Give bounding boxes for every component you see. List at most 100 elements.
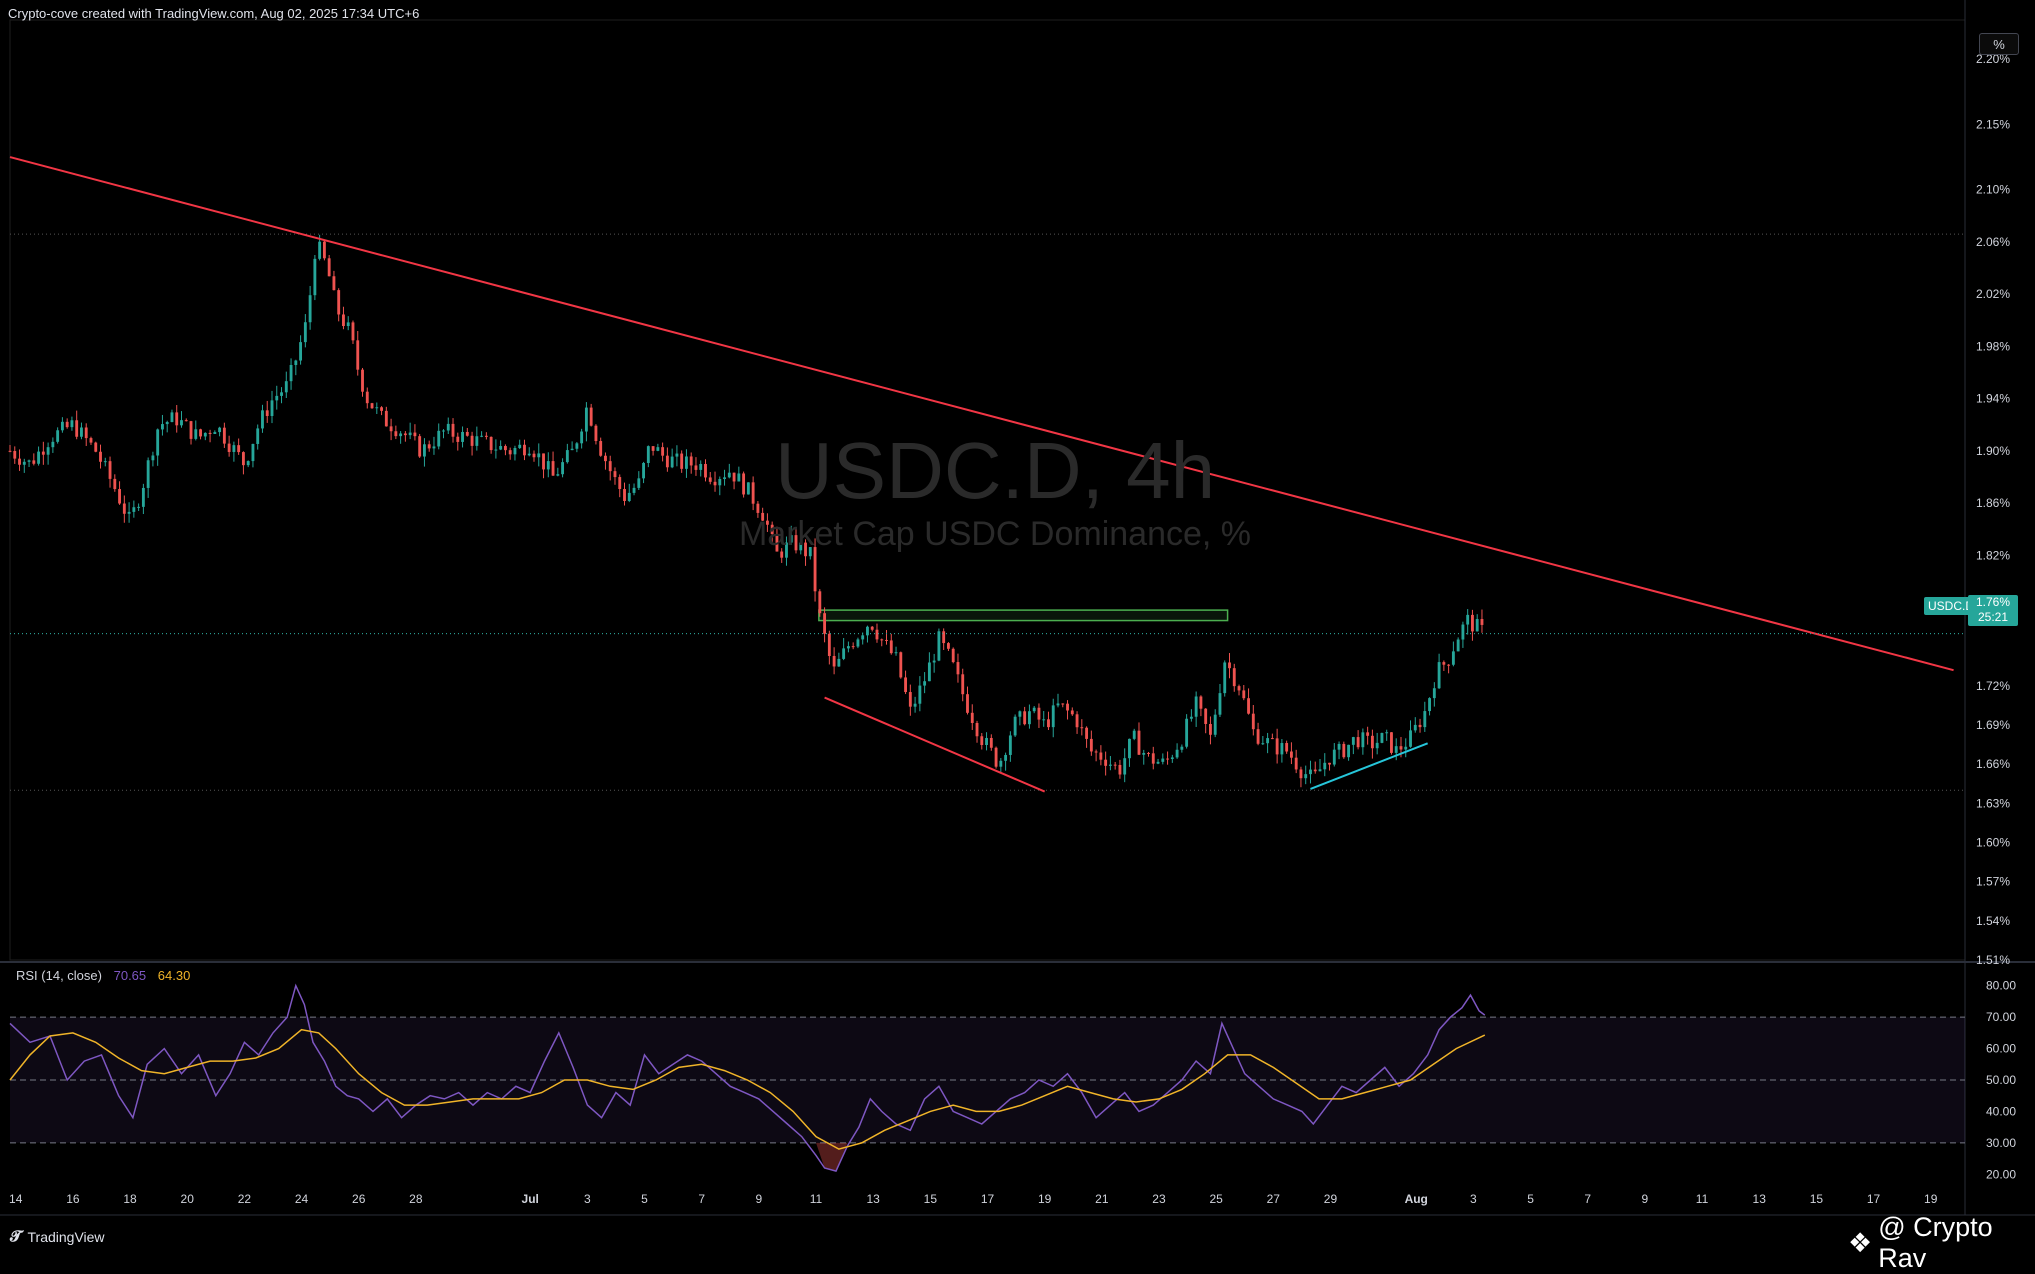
candle-body [627,492,631,501]
candle-body [961,674,965,695]
candle-body [775,534,779,552]
percent-scale-button[interactable]: % [1979,33,2019,55]
price-tick-label: 2.10% [1976,183,2010,197]
candle-body [818,591,822,614]
candle-body [1475,619,1479,632]
price-tick-label: 1.60% [1976,836,2010,850]
candle-body [1437,662,1441,689]
candle-body [923,681,927,686]
bar-countdown: 25:21 [1977,610,2009,624]
candle-body [1256,729,1260,744]
candle-body [770,524,774,535]
candle-body [1061,703,1065,705]
candle-body [446,423,450,431]
candle-body [1323,762,1327,770]
candle-body [637,478,641,488]
candle-body [275,395,279,401]
candle-body [975,722,979,737]
candle-body [199,429,202,437]
candle-body [718,479,722,486]
candle-body [1285,743,1289,752]
time-tick-label: 13 [866,1192,880,1206]
trendline-drawing [1310,742,1429,790]
candle-body [1051,705,1055,728]
candle-body [1175,749,1179,758]
candle-body [856,639,860,647]
candle-body [665,455,669,468]
candle-body [751,482,755,504]
price-tick-label: 1.86% [1976,496,2010,510]
candle-body [1180,746,1184,750]
time-tick-label: 11 [1696,1192,1709,1206]
candle-body [1099,752,1103,760]
candle-body [680,453,684,469]
candle-body [1351,737,1355,745]
candle-body [1313,769,1317,772]
candle-body [927,662,931,682]
candle-body [70,420,74,428]
candle-body [480,435,484,437]
candle-body [289,364,293,382]
candle-body [1237,686,1241,691]
time-tick-label: 23 [1152,1192,1166,1206]
candle-body [94,442,98,452]
main-pane [9,19,1966,961]
candle-body [599,441,603,456]
candle-body [84,427,88,439]
time-tick-label: 3 [1470,1192,1477,1206]
candle-body [127,511,131,514]
candle-body [656,447,660,451]
candle-body [675,453,679,457]
candle-body [203,432,207,437]
candle-body [808,547,812,557]
time-tick-label: 19 [1924,1192,1938,1206]
candle-body [165,422,169,425]
rsi-oversold-fill [816,1142,848,1172]
time-tick-label: 22 [238,1192,252,1206]
candle-body [870,626,874,630]
candle-body [1018,711,1022,717]
candle-body [613,471,617,478]
candle-body [951,648,955,663]
candle-body [1480,619,1484,625]
candle-body [885,639,888,641]
candle-body [1428,698,1431,712]
candle-body [875,629,879,640]
candle-body [1128,738,1131,759]
price-tick-label: 1.54% [1976,914,2010,928]
candle-body [994,747,998,767]
candle-body [851,646,855,648]
candle-body [1399,746,1403,750]
candle-body [542,453,545,470]
candle-body [794,535,798,551]
candle-body [785,542,788,558]
candle-body [1442,662,1446,665]
time-tick-label: Jul [522,1192,539,1206]
price-tick-label: 1.51% [1976,953,2010,967]
tradingview-brand[interactable]: 𝓣 TradingView [10,1228,105,1245]
candle-body [1085,727,1089,739]
time-tick-label: 5 [641,1192,648,1206]
candle-body [299,342,303,361]
candle-body [1094,751,1098,753]
candle-body [8,450,12,452]
candle-body [232,445,236,452]
candle-body [1337,743,1341,750]
candle-body [1132,730,1136,739]
candle-body [937,631,941,661]
candle-body [351,322,355,341]
candle-body [813,547,817,592]
time-tick-label: 20 [181,1192,195,1206]
candle-body [584,407,588,432]
candle-body [270,400,274,416]
candle-body [365,391,369,404]
candle-body [56,430,60,442]
candle-body [37,451,41,464]
candle-body [708,477,712,482]
candle-body [761,512,765,521]
candle-body [1156,761,1160,764]
candle-body [932,660,936,663]
candle-body [503,446,507,451]
rsi-legend[interactable]: RSI (14, close) 70.65 64.30 [16,968,190,983]
candle-body [1447,664,1451,666]
